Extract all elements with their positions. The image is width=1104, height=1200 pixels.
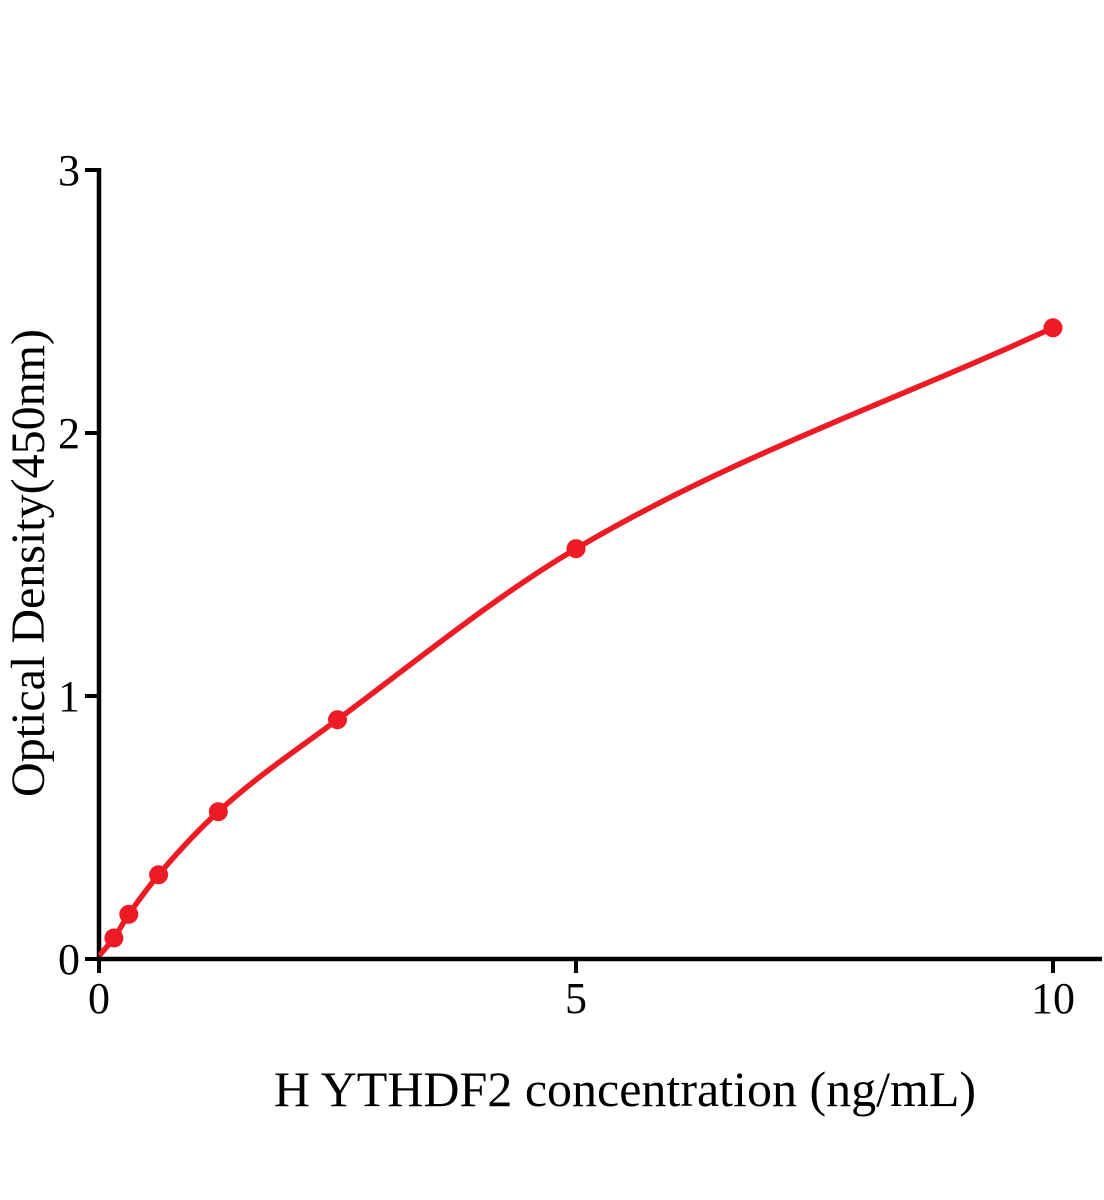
y-tick-label: 2 — [58, 409, 80, 458]
x-axis-title: H YTHDF2 concentration (ng/mL) — [274, 1061, 976, 1117]
y-tick-label: 0 — [58, 935, 80, 984]
x-tick-label: 5 — [565, 974, 587, 1023]
data-point — [1043, 318, 1063, 338]
x-tick-label: 10 — [1031, 974, 1075, 1023]
axis-tick-labels: 0 1 2 3 0 5 10 — [58, 146, 1075, 1023]
y-tick-label: 1 — [58, 672, 80, 721]
data-point — [119, 904, 139, 924]
data-point — [104, 928, 124, 948]
data-point — [566, 539, 586, 559]
data-point — [328, 710, 347, 730]
data-point — [208, 802, 228, 822]
data-series — [98, 318, 1063, 957]
data-point — [149, 865, 169, 885]
axis-ticks — [85, 168, 1055, 973]
y-axis-title: Optical Density(450nm) — [2, 329, 55, 797]
axes — [96, 168, 1102, 962]
y-tick-label: 3 — [58, 146, 80, 195]
fitted-curve — [98, 325, 1056, 957]
x-tick-label: 0 — [88, 974, 110, 1023]
